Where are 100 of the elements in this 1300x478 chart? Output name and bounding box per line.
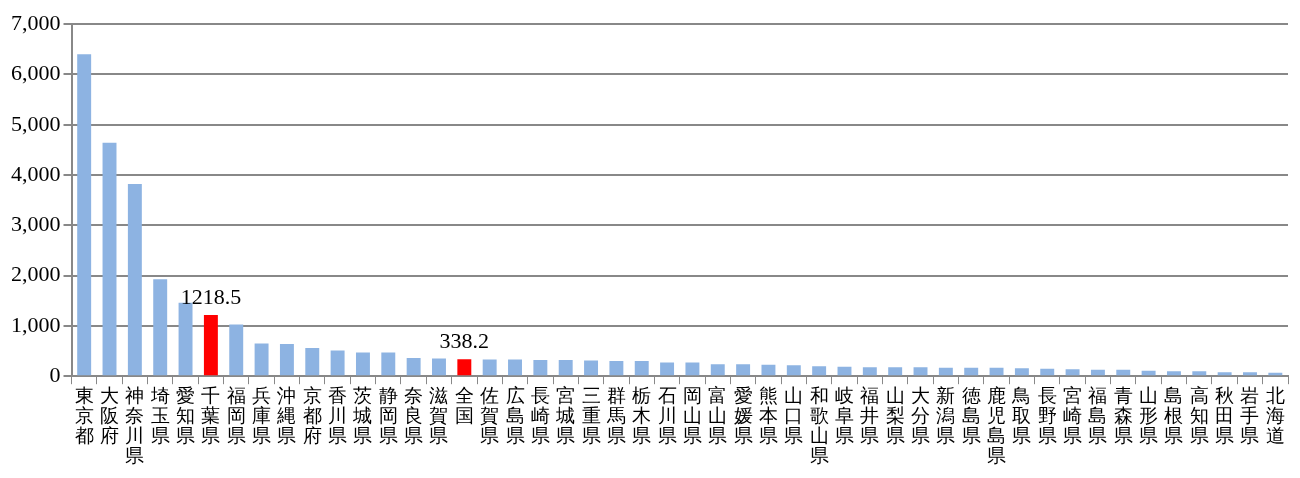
bar: [457, 359, 472, 376]
bar: [558, 360, 573, 376]
bar: [584, 360, 599, 376]
x-tick-label: 新潟県: [936, 385, 956, 447]
data-label: 1218.5: [180, 283, 242, 309]
bar: [406, 358, 421, 376]
bar: [77, 54, 92, 376]
bar: [1065, 369, 1080, 376]
x-tick-label: 和歌山県: [809, 385, 829, 467]
y-tick-label: 2,000: [11, 261, 61, 287]
bar: [1040, 368, 1055, 376]
x-tick-label: 埼玉県: [149, 385, 170, 447]
bar: [685, 362, 700, 376]
x-tick-label: 岡山県: [682, 385, 702, 447]
bar: [1243, 372, 1257, 376]
x-tick-label: 佐賀県: [480, 385, 500, 447]
x-tick-label: 静岡県: [378, 385, 398, 447]
x-tick-label: 岐阜県: [834, 385, 854, 447]
x-tick-label: 宮城県: [555, 385, 576, 447]
bar: [736, 364, 751, 376]
x-tick-label: 群馬県: [605, 385, 626, 447]
x-tick-label: 岩手県: [1240, 385, 1260, 447]
x-tick-label: 山梨県: [885, 385, 905, 447]
bar: [432, 358, 446, 376]
bar: [862, 367, 877, 376]
y-tick-label: 6,000: [11, 60, 61, 86]
x-tick-label: 熊本県: [758, 385, 778, 447]
x-tick-label: 全国: [454, 385, 474, 427]
x-tick-label: 滋賀県: [429, 385, 449, 447]
bar: [355, 352, 370, 376]
bar: [482, 359, 497, 376]
bar: [279, 344, 294, 376]
x-tick-label: 兵庫県: [252, 385, 272, 447]
bar: [609, 361, 624, 376]
x-tick-label: 香川県: [328, 385, 348, 447]
bar: [254, 343, 269, 376]
bar: [761, 364, 776, 376]
x-tick-label: 青森県: [1113, 385, 1133, 447]
x-tick-label: 富山県: [708, 385, 728, 447]
x-tick-label: 山形県: [1139, 385, 1159, 447]
bar: [381, 352, 396, 376]
bar: [305, 348, 320, 376]
x-tick-label: 鳥取県: [1011, 385, 1032, 447]
y-tick-label: 4,000: [11, 160, 61, 186]
x-tick-label: 島根県: [1164, 385, 1184, 447]
x-tick-label: 神奈川県: [125, 385, 145, 467]
bar: [330, 350, 345, 376]
y-tick-label: 7,000: [11, 9, 61, 35]
bar: [1192, 371, 1207, 376]
x-tick-label: 福岡県: [226, 385, 246, 447]
x-tick-label: 栃木県: [632, 385, 652, 447]
bar: [938, 367, 953, 376]
y-tick-label: 3,000: [11, 211, 61, 237]
bar: [153, 279, 168, 376]
bar: [989, 367, 1004, 376]
bar: [127, 184, 142, 376]
bar: [660, 362, 675, 376]
x-tick-label: 奈良県: [404, 385, 424, 447]
x-tick-label: 高知県: [1189, 385, 1209, 447]
bar: [1014, 368, 1029, 376]
bar: [102, 142, 117, 376]
x-tick-label: 北海道: [1265, 385, 1285, 447]
x-tick-label: 千葉県: [201, 385, 221, 447]
bar: [1217, 372, 1232, 376]
bar: [888, 367, 903, 376]
bar: [1166, 371, 1181, 376]
bar: [786, 365, 801, 376]
x-tick-label: 長野県: [1037, 385, 1057, 447]
x-tick-label: 三重県: [581, 385, 601, 447]
x-tick-label: 鹿児島県: [987, 385, 1007, 467]
bar: [913, 367, 928, 376]
bar: [229, 324, 244, 376]
x-tick-label: 徳島県: [961, 385, 981, 447]
x-tick-label: 愛知県: [176, 385, 196, 447]
x-tick-label: 石川県: [657, 385, 677, 447]
x-tick-label: 茨城県: [352, 385, 373, 447]
bar: [203, 314, 218, 376]
data-label: 338.2: [439, 327, 490, 353]
y-tick-label: 0: [49, 361, 61, 387]
bar: [1090, 369, 1105, 376]
bar: [178, 302, 193, 376]
x-tick-label: 宮崎県: [1063, 385, 1083, 447]
bar: [710, 364, 725, 376]
y-tick-label: 1,000: [11, 311, 61, 337]
x-tick-label: 東京都: [74, 385, 94, 447]
x-tick-label: 長崎県: [530, 385, 550, 447]
bar: [964, 367, 979, 376]
x-tick-label: 京都府: [302, 385, 322, 447]
x-tick-label: 沖縄県: [276, 385, 297, 447]
x-tick-label: 大分県: [911, 385, 931, 447]
x-tick-label: 秋田県: [1215, 385, 1235, 447]
x-tick-label: 福島県: [1088, 385, 1108, 447]
bar: [508, 359, 522, 376]
bar: [533, 360, 548, 376]
x-tick-label: 愛媛県: [733, 385, 753, 447]
x-tick-label: 大阪府: [100, 385, 120, 447]
bar: [634, 361, 649, 376]
y-tick-label: 5,000: [11, 110, 61, 136]
x-tick-label: 広島県: [505, 385, 525, 447]
x-tick-label: 福井県: [860, 385, 880, 447]
